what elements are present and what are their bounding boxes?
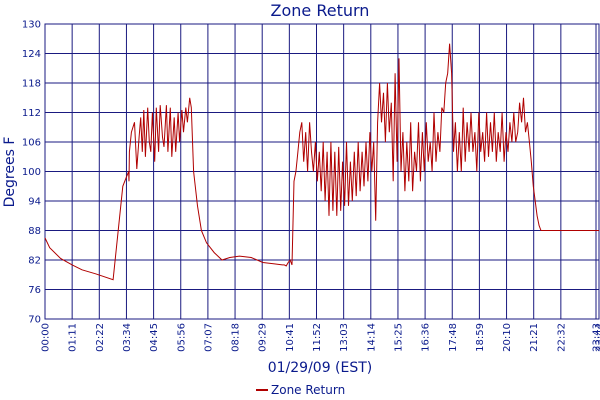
x-tick-label: 05:56 (176, 323, 187, 352)
y-tick-label: 94 (28, 197, 41, 208)
legend-label: Zone Return (271, 383, 345, 397)
x-tick-label: 21:21 (529, 323, 540, 352)
x-tick-label: 02:22 (95, 323, 106, 352)
y-tick-label: 100 (22, 167, 41, 178)
x-tick-label: 14:14 (366, 323, 377, 352)
x-tick-label: 01:11 (68, 323, 79, 352)
x-tick-label: 03:34 (122, 323, 133, 352)
legend: Zone Return (256, 383, 345, 397)
y-tick-label: 118 (22, 79, 41, 90)
y-tick-label: 82 (28, 256, 41, 267)
x-tick-label: 16:36 (421, 323, 432, 352)
x-tick-label: 04:45 (149, 323, 160, 352)
y-tick-label: 112 (22, 108, 41, 119)
x-tick-label: 09:29 (258, 323, 269, 352)
x-axis-ticks: 00:00 01:11 02:22 03:34 04:45 05:56 07:07 08:18… (41, 323, 600, 352)
y-tick-label: 88 (28, 226, 41, 237)
y-tick-label: 76 (28, 285, 41, 296)
x-tick-label: 13:03 (339, 323, 350, 352)
y-axis-label: Degrees F (2, 137, 18, 208)
x-tick-label: 23:44 (595, 323, 600, 352)
x-tick-label: 17:48 (448, 323, 459, 352)
y-tick-label: 70 (28, 315, 41, 326)
x-tick-label: 23:43 (592, 323, 600, 352)
x-tick-label: 10:41 (285, 323, 296, 352)
x-tick-label: 00:00 (41, 323, 52, 352)
x-tick-label: 11:52 (312, 323, 323, 352)
x-tick-label: 18:59 (475, 323, 486, 352)
x-tick-label: 15:25 (393, 323, 404, 352)
y-axis-ticks: 70 76 82 88 94 100 106 112 118 124 130 (22, 20, 41, 326)
y-tick-label: 106 (22, 138, 41, 149)
chart-title: Zone Return (271, 1, 370, 20)
y-tick-label: 130 (22, 20, 41, 31)
x-tick-label: 22:32 (556, 323, 567, 352)
x-tick-label: 08:18 (231, 323, 242, 352)
series-line-zone-return (44, 43, 599, 281)
x-tick-label: 20:10 (502, 323, 513, 352)
y-tick-label: 124 (22, 49, 41, 60)
x-axis-label: 01/29/09 (EST) (268, 360, 373, 376)
x-tick-label: 07:07 (203, 323, 214, 352)
